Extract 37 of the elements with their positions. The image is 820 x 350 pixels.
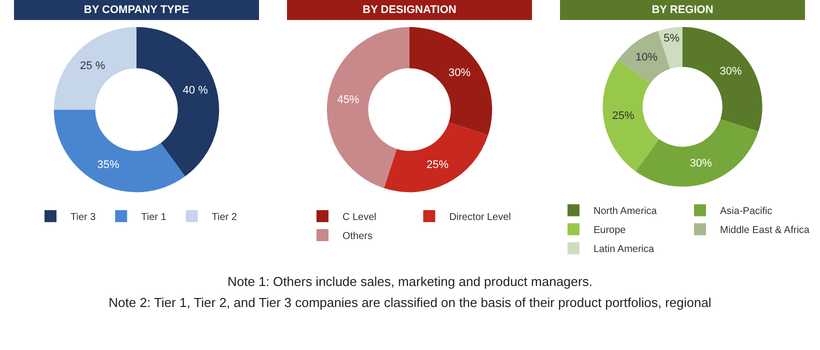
donut-slice — [384, 122, 488, 192]
data-label: 25% — [426, 158, 449, 171]
chart-title: BY REGION — [560, 0, 805, 20]
data-label: 40 % — [182, 84, 208, 96]
text: Note 2: Tier 1, Tier 2, and Tier 3 companies are classified on the basis of their product portfolios, regional — [108, 295, 712, 310]
data-label: 25% — [612, 110, 635, 122]
legend-label: C Level — [342, 212, 376, 224]
data-label: 45% — [337, 94, 360, 106]
chart-title: BY COMPANY TYPE — [14, 0, 259, 20]
data-label: 30% — [690, 158, 712, 170]
donut-slice — [136, 27, 219, 176]
data-label: 35% — [97, 158, 120, 171]
data-label: 5% — [664, 32, 680, 45]
legend-label: Tier 1 — [141, 212, 167, 224]
legend-label: Middle East & Africa — [720, 225, 810, 236]
legend-label: Others — [342, 231, 373, 242]
donut-slice — [410, 27, 492, 136]
data-label: 30% — [448, 67, 471, 80]
donut-slice — [602, 60, 660, 172]
donut-slice — [636, 119, 758, 187]
data-label: 10% — [636, 51, 658, 64]
data-label: 25 % — [80, 60, 106, 72]
donut-slice — [682, 27, 762, 132]
legend-label: Director Level — [449, 212, 511, 224]
text: Note 1: Others include sales, marketing and product managers. — [226, 274, 594, 289]
legend-label: Tier 3 — [70, 212, 96, 224]
donut-slice — [326, 27, 410, 188]
donut-slice — [54, 27, 136, 110]
legend-label: North America — [594, 206, 658, 218]
chart-title: BY DESIGNATION — [287, 0, 532, 20]
donut-slice — [54, 110, 186, 192]
data-label: 30% — [720, 66, 742, 78]
legend-label: Tier 2 — [212, 212, 238, 224]
donut-slice — [658, 27, 682, 69]
legend-label: Asia-Pacific — [720, 206, 772, 218]
legend-label: Latin America — [594, 244, 655, 256]
legend-label: Europe — [594, 225, 626, 236]
